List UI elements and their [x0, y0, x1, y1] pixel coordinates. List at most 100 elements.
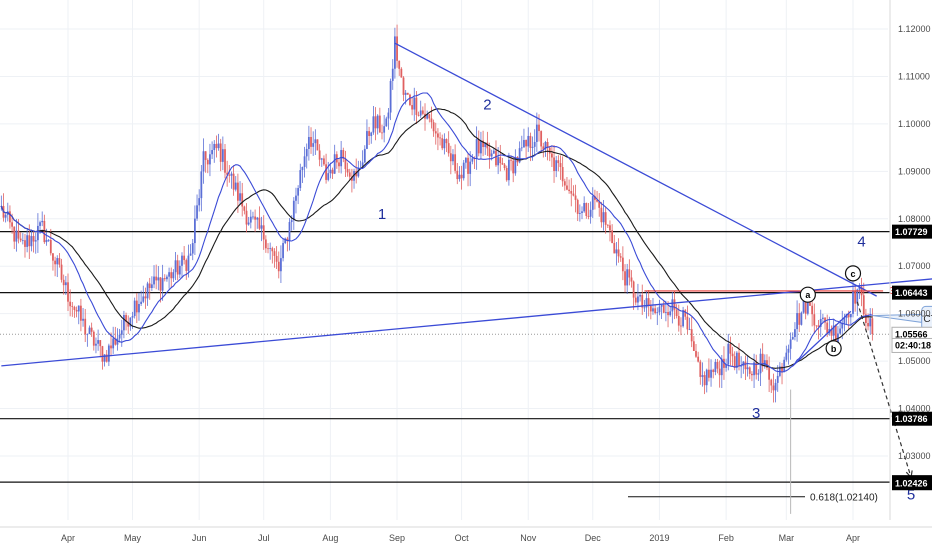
- candle-body: [791, 336, 794, 340]
- candle-body: [396, 36, 398, 61]
- y-tick-label: 1.09000: [898, 166, 931, 176]
- candle-body: [146, 283, 149, 299]
- candle-body: [456, 170, 459, 180]
- candle-body: [123, 315, 125, 331]
- moving-average-fast: [0, 92, 873, 373]
- trendline[interactable]: [1, 278, 932, 367]
- candle-body: [783, 359, 786, 372]
- trendlines: [1, 42, 932, 367]
- candle-body: [297, 188, 300, 196]
- candle-body: [585, 203, 588, 216]
- wave-label: 1: [378, 206, 386, 223]
- candle-body: [110, 345, 112, 349]
- candle-body: [794, 329, 796, 337]
- candle-body: [529, 135, 532, 148]
- candle-body: [796, 313, 798, 330]
- candle-body: [690, 329, 693, 342]
- price-tag-label: 1.05566: [895, 329, 928, 339]
- candle-body: [753, 362, 755, 376]
- candle-body: [684, 310, 687, 317]
- candle-body: [426, 114, 429, 119]
- candle-body: [28, 235, 31, 247]
- candle-body: [209, 154, 211, 165]
- candle-body: [62, 279, 65, 286]
- candle-body: [260, 225, 263, 229]
- candle-body: [501, 163, 504, 165]
- candle-body: [376, 115, 379, 129]
- candle-body: [125, 315, 127, 322]
- wave-badge-label: a: [805, 290, 811, 300]
- candle-body: [15, 230, 18, 242]
- candle-body: [596, 199, 598, 202]
- candle-body: [280, 258, 282, 272]
- price-tag: [892, 476, 932, 491]
- candle-body: [394, 36, 396, 69]
- candle-body: [834, 325, 837, 343]
- wave-badge-circle: [825, 340, 842, 357]
- trendline[interactable]: [792, 310, 852, 367]
- candle-body: [247, 222, 250, 225]
- candle-body: [720, 358, 723, 376]
- candle-body: [331, 169, 334, 174]
- projection-arrow-line[interactable]: [856, 301, 912, 478]
- price-tag: [892, 285, 932, 300]
- candle-body: [368, 131, 370, 137]
- candle-body: [776, 375, 779, 383]
- price-tag-label: 1.03786: [895, 414, 928, 424]
- callout-text: CTL broken!: [923, 314, 932, 325]
- candle-body: [243, 206, 246, 211]
- candle-body: [254, 216, 257, 220]
- candle-body: [338, 162, 340, 167]
- candle-body: [486, 142, 489, 149]
- x-tick-label: Mar: [779, 533, 795, 543]
- candle-body: [252, 216, 254, 218]
- price-tags: 1.07729 1.06443 1.05566 02:40:18 1.03786 1.02…: [891, 224, 932, 491]
- candle-body: [439, 137, 441, 139]
- candle-body: [615, 249, 618, 254]
- candle-body: [237, 182, 239, 201]
- candle-body: [600, 207, 603, 223]
- candle-body: [572, 193, 575, 196]
- candle-body: [619, 256, 622, 258]
- y-tick-label: 1.07000: [898, 261, 931, 271]
- candle-body: [523, 140, 525, 148]
- candle-body: [133, 300, 136, 317]
- candle-body: [667, 311, 669, 316]
- candle-body: [871, 318, 874, 335]
- candle-body: [680, 325, 682, 327]
- candle-body: [705, 369, 708, 386]
- candle-body: [817, 325, 820, 327]
- candle-body: [458, 174, 461, 180]
- x-tick-label: Dec: [585, 533, 602, 543]
- candle-body: [187, 255, 190, 271]
- candle-body: [434, 131, 437, 134]
- candle-body: [695, 350, 697, 357]
- candle-body: [621, 257, 624, 272]
- candle-body: [129, 317, 132, 327]
- candle-body: [553, 157, 555, 171]
- candle-body: [127, 321, 130, 327]
- candle-body: [731, 353, 734, 357]
- candle-body: [400, 68, 403, 78]
- candle-body: [819, 318, 822, 327]
- trendline[interactable]: [394, 42, 877, 297]
- candle-body: [538, 124, 540, 132]
- candle-body: [535, 124, 538, 142]
- callout-box[interactable]: [921, 305, 932, 331]
- candle-body: [166, 276, 168, 280]
- candle-body: [746, 367, 749, 370]
- candle-body: [241, 193, 244, 207]
- candle-body: [574, 195, 577, 200]
- candle-body: [95, 343, 97, 346]
- candle-body: [768, 368, 771, 380]
- wave-badge-circle: [799, 286, 816, 303]
- candle-body: [32, 236, 35, 242]
- candle-body: [142, 296, 145, 302]
- candle-body: [419, 110, 422, 116]
- candle-body: [789, 339, 792, 349]
- price-tag-label: 02:40:18: [895, 341, 931, 351]
- candle-body: [11, 222, 13, 227]
- candle-body: [647, 298, 650, 306]
- candle-body: [172, 272, 175, 279]
